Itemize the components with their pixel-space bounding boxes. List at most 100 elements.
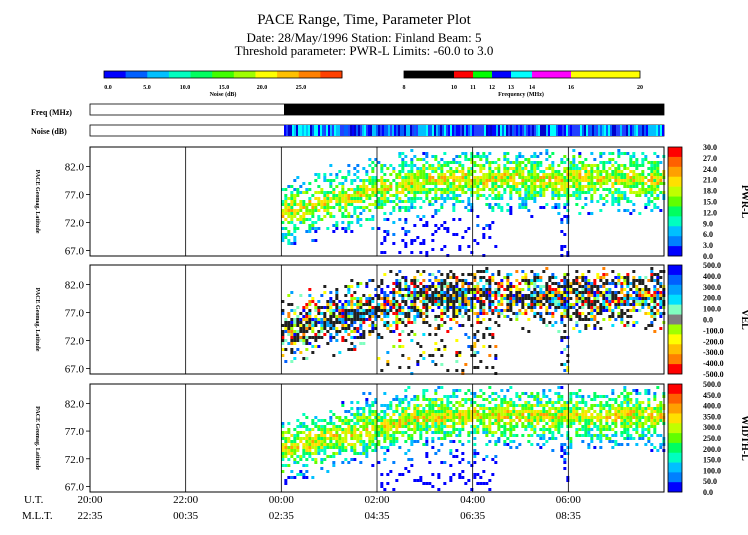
data-cell [314, 324, 318, 327]
data-cell [509, 206, 513, 209]
data-cell [653, 407, 657, 410]
data-cell [512, 185, 516, 188]
data-cell [446, 188, 450, 191]
data-cell [473, 170, 477, 173]
data-cell [596, 404, 600, 407]
data-cell [593, 324, 597, 327]
noise-row-cell [420, 125, 423, 136]
colorbar-tick: -200.0 [703, 337, 724, 346]
data-cell [578, 167, 582, 170]
data-cell [542, 416, 546, 419]
noise-row-cell [508, 125, 511, 136]
noise-row-cell [572, 125, 575, 136]
noise-row-cell [604, 125, 607, 136]
data-cell [497, 194, 501, 197]
data-cell [461, 285, 465, 288]
data-cell [347, 303, 351, 306]
data-cell [602, 161, 606, 164]
data-cell [506, 404, 510, 407]
data-cell [539, 297, 543, 300]
data-cell [503, 191, 507, 194]
data-cell [614, 179, 618, 182]
data-cell [560, 404, 564, 407]
data-cell [491, 398, 495, 401]
data-cell [539, 164, 543, 167]
data-cell [437, 410, 441, 413]
data-cell [575, 410, 579, 413]
data-cell [560, 449, 564, 452]
data-cell [509, 440, 513, 443]
data-cell [557, 425, 561, 428]
data-cell [428, 354, 432, 357]
data-cell [317, 203, 321, 206]
data-cell [356, 434, 360, 437]
noise-row-cell [408, 125, 411, 136]
data-cell [320, 318, 324, 321]
data-cell [521, 434, 525, 437]
data-cell [353, 303, 357, 306]
data-cell [368, 182, 372, 185]
data-cell [566, 309, 570, 312]
data-cell [314, 239, 318, 242]
data-cell [515, 158, 519, 161]
data-cell [365, 455, 369, 458]
data-cell [401, 354, 405, 357]
data-cell [440, 386, 444, 389]
data-cell [428, 167, 432, 170]
data-cell [623, 410, 627, 413]
data-cell [590, 291, 594, 294]
data-cell [644, 410, 648, 413]
data-cell [455, 455, 459, 458]
data-cell [539, 398, 543, 401]
data-cell [359, 197, 363, 200]
data-cell [419, 345, 423, 348]
data-cell [470, 155, 474, 158]
data-cell [362, 392, 366, 395]
data-cell [515, 285, 519, 288]
data-cell [440, 413, 444, 416]
data-cell [479, 407, 483, 410]
data-cell [416, 440, 420, 443]
data-cell [467, 179, 471, 182]
data-cell [455, 276, 459, 279]
colorbar-swatch [668, 206, 682, 217]
data-cell [362, 428, 366, 431]
data-cell [521, 413, 525, 416]
data-cell [527, 179, 531, 182]
data-cell [473, 476, 477, 479]
data-cell [428, 428, 432, 431]
data-cell [302, 203, 306, 206]
data-cell [341, 401, 345, 404]
data-cell [320, 336, 324, 339]
data-cell [356, 413, 360, 416]
data-cell [557, 300, 561, 303]
data-cell [329, 321, 333, 324]
data-cell [581, 164, 585, 167]
data-cell [515, 164, 519, 167]
data-cell [503, 155, 507, 158]
data-cell [611, 297, 615, 300]
data-cell [449, 410, 453, 413]
noise-row-cell [398, 125, 401, 136]
data-cell [359, 224, 363, 227]
data-cell [362, 182, 366, 185]
data-cell [524, 206, 528, 209]
data-cell [392, 221, 396, 224]
data-cell [623, 297, 627, 300]
data-cell [410, 309, 414, 312]
data-cell [659, 276, 663, 279]
data-cell [371, 170, 375, 173]
data-cell [500, 173, 504, 176]
data-cell [590, 188, 594, 191]
data-cell [473, 449, 477, 452]
data-cell [560, 306, 564, 309]
data-cell [335, 437, 339, 440]
data-cell [383, 185, 387, 188]
data-cell [368, 422, 372, 425]
data-cell [599, 306, 603, 309]
data-cell [365, 431, 369, 434]
data-cell [434, 170, 438, 173]
data-cell [506, 167, 510, 170]
data-cell [344, 440, 348, 443]
data-cell [656, 312, 660, 315]
